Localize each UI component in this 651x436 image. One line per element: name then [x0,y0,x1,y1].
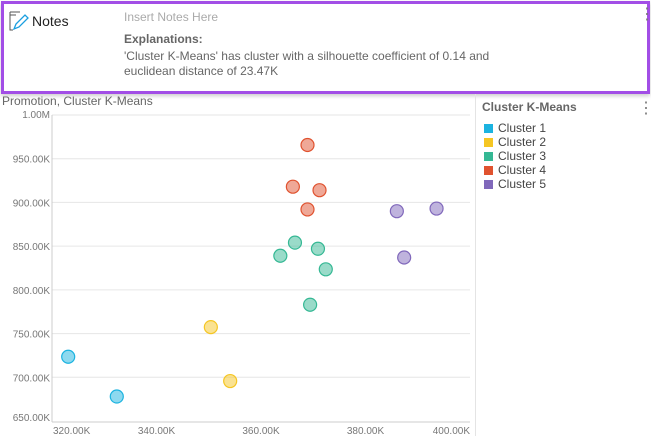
data-point-cluster-2 [223,373,238,389]
notes-menu-icon[interactable]: ⋮ [639,6,651,23]
y-tick-label: 900.00K [13,198,51,209]
data-point-cluster-3 [318,262,333,277]
scatter-chart: 1.00M 950.00K 900.00K 850.00K 800.00K 750.00K… [13,110,471,436]
x-tick-label: 400.00K [433,426,471,436]
legend-label: Cluster 3 [498,149,547,163]
data-point-cluster-4 [300,137,315,153]
notes-input[interactable]: Insert Notes Here [124,10,219,24]
data-point-cluster-4 [285,179,300,194]
notes-title: Notes [32,13,69,29]
notes-pencil-icon [9,11,29,31]
data-point-cluster-3 [303,297,318,312]
data-point-cluster-3 [310,241,326,256]
legend-label: Cluster 5 [498,177,547,191]
notes-panel: Notes Insert Notes Here Explanations: 'C… [1,1,651,94]
y-tick-label: 750.00K [13,330,51,341]
data-point-cluster-5 [397,250,412,265]
data-point-cluster-1 [109,389,124,404]
legend-item-cluster-3[interactable]: Cluster 3 [484,149,546,163]
x-tick-label: 360.00K [242,426,280,436]
x-tick-label: 340.00K [138,426,176,436]
legend-label: Cluster 1 [498,121,547,135]
legend-title: Cluster K-Means [482,100,577,114]
legend-swatch [484,137,493,147]
legend-item-cluster-4[interactable]: Cluster 4 [484,163,546,177]
legend-swatch [484,179,493,189]
explanation-text: 'Cluster K-Means' has cluster with a sil… [124,49,490,78]
y-tick-label: 950.00K [13,155,51,166]
x-tick-label: 320.00K [53,426,91,436]
y-tick-label: 700.00K [13,373,51,384]
legend-swatch [484,165,493,175]
legend-item-cluster-5[interactable]: Cluster 5 [484,177,546,191]
data-point-cluster-3 [287,235,303,250]
legend: Cluster K-Means ⋮ Cluster 1 Cluster 2 Clus… [475,94,651,436]
legend-label: Cluster 2 [498,135,547,149]
chart-title: Promotion, Cluster K-Means [2,94,153,108]
legend-item-cluster-1[interactable]: Cluster 1 [484,121,546,135]
data-point-cluster-4 [300,202,315,217]
data-point-cluster-1 [61,349,76,364]
legend-swatch [484,151,493,161]
legend-swatch [484,123,493,133]
explanations-heading: Explanations: [124,32,203,46]
data-point-cluster-5 [429,201,444,216]
legend-item-cluster-2[interactable]: Cluster 2 [484,135,546,149]
data-point-cluster-4 [312,183,327,198]
data-point-cluster-2 [203,320,218,335]
x-tick-label: 380.00K [347,426,385,436]
data-point-cluster-3 [273,248,288,263]
legend-label: Cluster 4 [498,163,547,177]
y-tick-label: 1.00M [22,110,50,121]
y-tick-label: 800.00K [13,286,51,297]
data-point-cluster-5 [389,204,404,219]
y-tick-label: 650.00K [13,413,51,424]
y-tick-label: 850.00K [13,242,51,253]
legend-menu-icon[interactable]: ⋮ [638,100,651,117]
